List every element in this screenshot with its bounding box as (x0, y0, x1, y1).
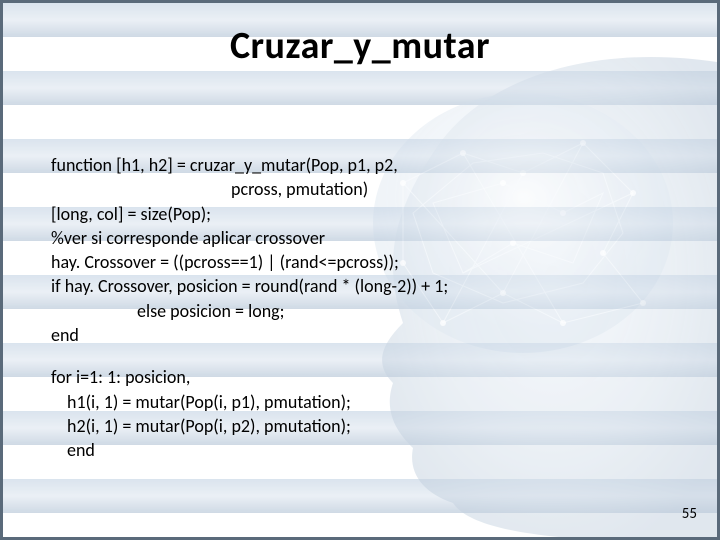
code-line: end (51, 323, 669, 347)
code-line: hay. Crossover = ((pcross==1) | (rand<=p… (51, 250, 669, 274)
code-block-1: function [h1, h2] = cruzar_y_mutar(Pop, … (51, 153, 669, 347)
code-line: %ver si corresponde aplicar crossover (51, 226, 669, 250)
code-line: h1(i, 1) = mutar(Pop(i, p1), pmutation); (51, 390, 669, 414)
code-line: [long, col] = size(Pop); (51, 202, 669, 226)
slide-body: function [h1, h2] = cruzar_y_mutar(Pop, … (51, 153, 669, 481)
page-number: 55 (682, 505, 697, 523)
slide-container: Cruzar_y_mutar function [h1, h2] = cruza… (0, 0, 720, 540)
code-line: for i=1: 1: posicion, (51, 365, 669, 389)
code-block-2: for i=1: 1: posicion, h1(i, 1) = mutar(P… (51, 365, 669, 462)
code-line: pcross, pmutation) (51, 177, 669, 201)
code-line: if hay. Crossover, posicion = round(rand… (51, 274, 669, 298)
code-line: h2(i, 1) = mutar(Pop(i, p2), pmutation); (51, 414, 669, 438)
code-line: end (51, 438, 669, 462)
code-line: else posicion = long; (51, 299, 669, 323)
slide-title: Cruzar_y_mutar (3, 23, 717, 69)
code-line: function [h1, h2] = cruzar_y_mutar(Pop, … (51, 153, 669, 177)
